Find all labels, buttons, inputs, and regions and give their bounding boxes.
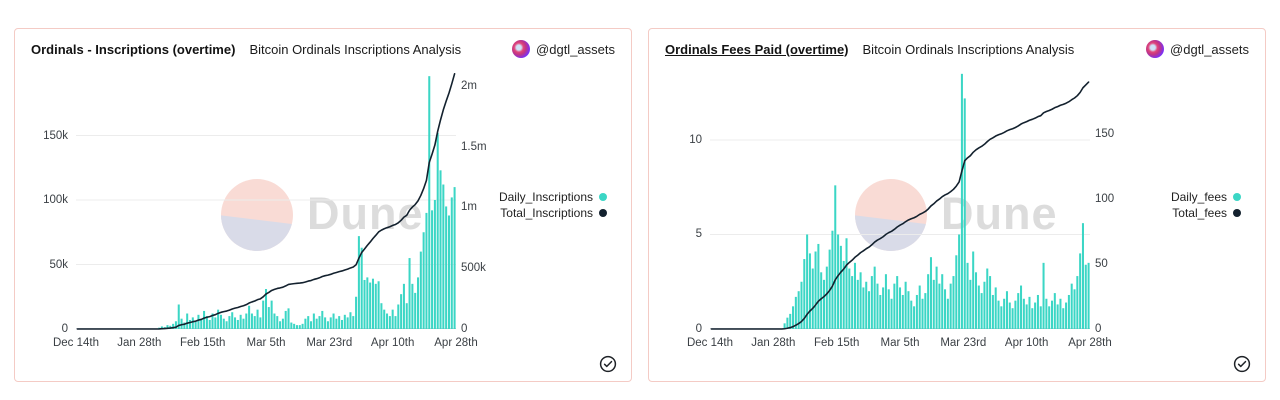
- y-left-tick-label: 150k: [43, 129, 68, 142]
- author-avatar-icon[interactable]: [512, 40, 531, 58]
- y-axis-right: 0 50 100 150: [1095, 71, 1155, 335]
- legend-label: Daily_fees: [1170, 190, 1227, 204]
- legend-dot-icon: [1233, 209, 1241, 217]
- legend-label: Total_Inscriptions: [500, 206, 593, 220]
- x-tick-label: Feb 15th: [813, 337, 860, 349]
- y-left-tick-label: 5: [695, 228, 702, 241]
- x-tick-label: Apr 10th: [1004, 337, 1049, 349]
- chart-canvas[interactable]: [710, 71, 1090, 330]
- y-left-tick-label: 0: [61, 323, 68, 335]
- card-subtitle: Bitcoin Ordinals Inscriptions Analysis: [862, 41, 1075, 57]
- x-tick-label: Mar 5th: [246, 337, 286, 349]
- chart-area: Dune 0 5 10 0 50 100 150 Dec 14th Jan 28th Feb …: [649, 29, 1265, 381]
- card-subtitle: Bitcoin Ordinals Inscriptions Analysis: [249, 41, 462, 57]
- total-line[interactable]: [710, 81, 1090, 330]
- y-right-tick-label: 500k: [461, 262, 486, 275]
- y-axis-left: 0 50k 100k 150k: [15, 71, 68, 336]
- legend-item-total[interactable]: Total_Inscriptions: [499, 205, 607, 221]
- legend: Daily_Inscriptions Total_Inscriptions: [499, 189, 607, 221]
- legend-item-daily[interactable]: Daily_fees: [1171, 189, 1241, 205]
- legend-label: Total_fees: [1172, 206, 1227, 220]
- y-left-tick-label: 10: [689, 133, 702, 146]
- y-left-tick-label: 100k: [43, 194, 68, 206]
- y-right-tick-label: 2m: [461, 79, 477, 92]
- y-right-tick-label: 0: [1095, 323, 1102, 335]
- author[interactable]: @dgtl_assets: [1146, 40, 1249, 58]
- x-axis: Dec 14th Jan 28th Feb 15th Mar 5th Mar 23rd A…: [687, 337, 1112, 353]
- legend-item-total[interactable]: Total_fees: [1171, 205, 1241, 221]
- x-tick-label: Mar 23rd: [940, 337, 987, 349]
- x-tick-label: Apr 28th: [1068, 337, 1112, 349]
- x-tick-label: Mar 5th: [880, 337, 920, 349]
- x-tick-label: Dec 14th: [686, 337, 734, 349]
- y-right-tick-label: 1.5m: [461, 140, 487, 153]
- card-title: Ordinals Fees Paid (overtime): [665, 41, 849, 57]
- y-left-tick-label: 50k: [49, 258, 68, 271]
- legend: Daily_fees Total_fees: [1171, 189, 1241, 221]
- card-header: Ordinals Fees Paid (overtime) Bitcoin Or…: [649, 29, 1265, 58]
- check-circle-icon[interactable]: [1233, 355, 1251, 373]
- x-tick-label: Jan 28th: [117, 337, 162, 349]
- x-tick-label: Jan 28th: [751, 337, 796, 349]
- x-tick-label: Mar 23rd: [306, 337, 353, 349]
- y-axis-right: 0 500k 1m 1.5m 2m: [461, 71, 521, 335]
- x-tick-label: Apr 28th: [434, 337, 478, 349]
- legend-dot-icon: [599, 193, 607, 201]
- y-right-tick-label: 150: [1095, 128, 1115, 141]
- legend-label: Daily_Inscriptions: [498, 190, 593, 204]
- daily-bars[interactable]: [158, 76, 456, 330]
- y-right-tick-label: 0: [461, 323, 468, 335]
- legend-dot-icon: [599, 209, 607, 217]
- author[interactable]: @dgtl_assets: [512, 40, 615, 58]
- author-handle[interactable]: @dgtl_assets: [1170, 41, 1249, 57]
- chart-area: Dune 0 50k 100k 150k 0 500k 1m 1.5m 2m Dec 14th…: [15, 29, 631, 381]
- x-axis: Dec 14th Jan 28th Feb 15th Mar 5th Mar 23rd A…: [53, 337, 478, 353]
- legend-dot-icon: [1233, 193, 1241, 201]
- y-right-tick-label: 100: [1095, 193, 1115, 206]
- check-circle-icon[interactable]: [599, 355, 617, 373]
- chart-card-inscriptions: Ordinals - Inscriptions (overtime) Bitco…: [14, 28, 632, 382]
- card-header: Ordinals - Inscriptions (overtime) Bitco…: [15, 29, 631, 58]
- author-avatar-icon[interactable]: [1146, 40, 1165, 58]
- chart-canvas[interactable]: [76, 71, 456, 330]
- x-tick-label: Apr 10th: [370, 337, 415, 349]
- y-right-tick-label: 1m: [461, 201, 477, 214]
- total-line[interactable]: [76, 72, 456, 330]
- y-axis-left: 0 5 10: [649, 71, 702, 335]
- x-tick-label: Feb 15th: [179, 337, 226, 349]
- legend-item-daily[interactable]: Daily_Inscriptions: [499, 189, 607, 205]
- y-left-tick-label: 0: [695, 323, 702, 335]
- author-handle[interactable]: @dgtl_assets: [536, 41, 615, 57]
- card-title: Ordinals - Inscriptions (overtime): [31, 41, 236, 57]
- y-right-tick-label: 50: [1095, 258, 1108, 270]
- chart-card-fees: Ordinals Fees Paid (overtime) Bitcoin Or…: [648, 28, 1266, 382]
- daily-bars[interactable]: [783, 73, 1090, 329]
- x-tick-label: Dec 14th: [52, 337, 100, 349]
